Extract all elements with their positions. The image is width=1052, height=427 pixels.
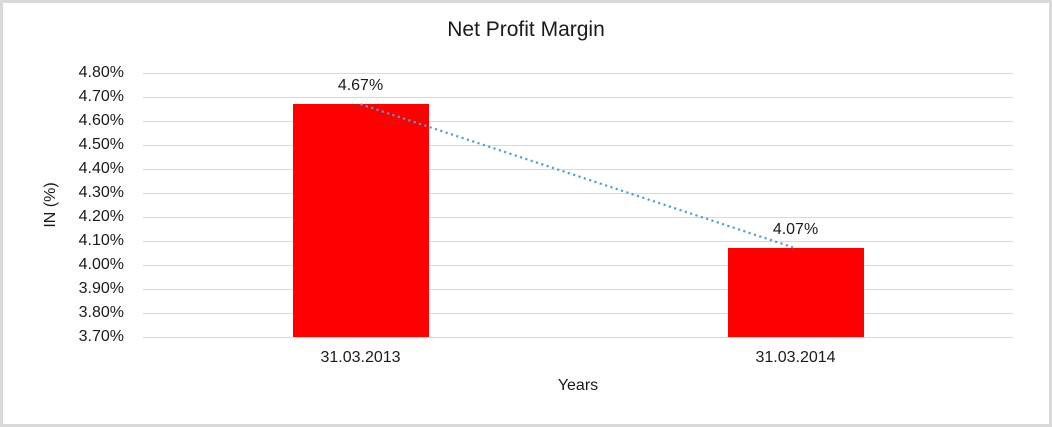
x-axis-title: Years xyxy=(557,377,599,394)
y-tick-label: 4.30% xyxy=(78,184,124,201)
y-tick-label: 4.20% xyxy=(78,208,124,225)
x-tick-label: 31.03.2013 xyxy=(320,349,401,366)
gridline xyxy=(143,289,1013,290)
gridline xyxy=(143,265,1013,266)
y-tick-label: 4.60% xyxy=(78,112,124,129)
gridline xyxy=(143,241,1013,242)
data-label: 4.67% xyxy=(337,77,384,95)
gridline xyxy=(143,145,1013,146)
gridline xyxy=(143,121,1013,122)
gridline xyxy=(143,337,1013,338)
y-tick-label: 4.50% xyxy=(78,136,124,153)
y-tick-label: 4.80% xyxy=(78,64,124,81)
y-tick-label: 4.00% xyxy=(78,256,124,273)
bar xyxy=(292,104,429,337)
y-tick-label: 3.90% xyxy=(78,280,124,297)
plot-area: 4.67% 4.07% xyxy=(143,73,1013,338)
y-tick-label: 4.10% xyxy=(78,232,124,249)
x-tick-label: 31.03.2014 xyxy=(755,349,836,366)
gridline xyxy=(143,73,1013,74)
y-tick-label: 4.40% xyxy=(78,160,124,177)
data-label: 4.07% xyxy=(772,221,819,239)
chart-title: Net Profit Margin xyxy=(447,18,605,41)
y-tick-label: 3.80% xyxy=(78,304,124,321)
gridline xyxy=(143,169,1013,170)
y-tick-label: 4.70% xyxy=(78,88,124,105)
gridline xyxy=(143,193,1013,194)
y-tick-label: 3.70% xyxy=(78,328,124,345)
gridline xyxy=(143,217,1013,218)
gridline xyxy=(143,97,1013,98)
bar xyxy=(727,248,864,337)
gridline xyxy=(143,313,1013,314)
trendline xyxy=(360,103,796,250)
